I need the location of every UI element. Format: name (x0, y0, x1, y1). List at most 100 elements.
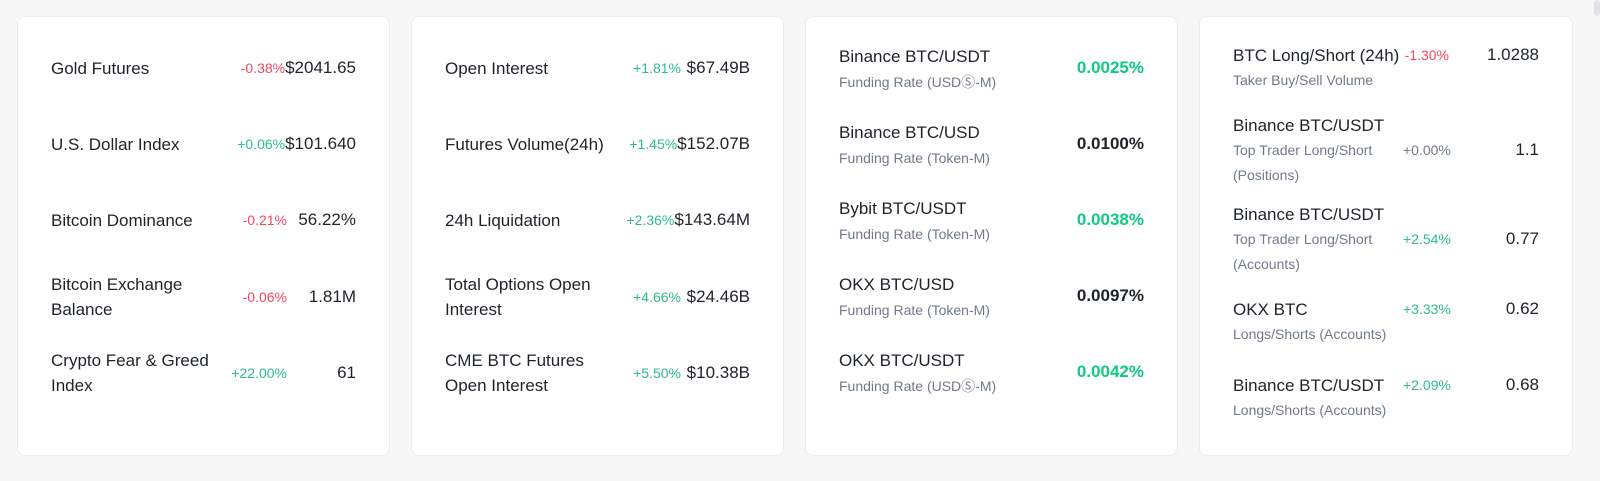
funding-pair: OKX BTC/USD (839, 274, 955, 294)
indicator-value: $101.640 (285, 134, 356, 153)
deriv-row-open-interest[interactable]: Open Interest +1.81% $67.49B (445, 54, 750, 82)
ls-change: +3.33% (1403, 301, 1451, 317)
funding-rate: 0.0042% (1076, 362, 1144, 381)
indicator-name: 24h Liquidation (445, 210, 561, 230)
funding-pair: Binance BTC/USD (839, 122, 980, 142)
funding-type: Funding Rate (Token-M) (839, 301, 990, 318)
funding-row-bybit-usdt[interactable]: Bybit BTC/USDT Funding Rate (Token-M) 0.… (839, 196, 1144, 244)
ls-subtitle: Top Trader Long/Short (Accounts) (1233, 230, 1373, 272)
ls-subtitle: Top Trader Long/Short (Positions) (1233, 141, 1373, 183)
indicator-name: Bitcoin Exchange Balance (51, 275, 183, 319)
funding-rate: 0.0100% (1076, 134, 1144, 153)
ls-row-binance-longs-shorts[interactable]: Binance BTC/USDT Longs/Shorts (Accounts)… (1233, 373, 1539, 423)
ls-title: Binance BTC/USDT (1233, 376, 1385, 395)
indicator-name: Open Interest (445, 58, 549, 78)
indicator-value: $143.64M (674, 210, 750, 229)
ls-text: Binance BTC/USDT Top Trader Long/Short (… (1233, 113, 1403, 188)
funding-text: Bybit BTC/USDT Funding Rate (Token-M) (839, 196, 1077, 245)
indicator-change: +22.00% (231, 365, 287, 381)
indicator-change: +5.50% (633, 365, 681, 381)
ls-row-binance-positions[interactable]: Binance BTC/USDT Top Trader Long/Short (… (1233, 113, 1539, 187)
ls-value: 1.1 (1515, 140, 1539, 159)
funding-row-okx-usd[interactable]: OKX BTC/USD Funding Rate (Token-M) 0.009… (839, 272, 1144, 320)
funding-type: Funding Rate (USDⓈ-M) (839, 73, 997, 90)
ls-text: Binance BTC/USDT Longs/Shorts (Accounts) (1233, 373, 1403, 423)
deriv-row-liquidation[interactable]: 24h Liquidation +2.36% $143.64M (445, 206, 750, 234)
funding-rate: 0.0038% (1076, 210, 1144, 229)
ls-change: -1.30% (1404, 47, 1449, 63)
indicator-name: Crypto Fear & Greed Index (51, 351, 209, 395)
ls-row-binance-accounts[interactable]: Binance BTC/USDT Top Trader Long/Short (… (1233, 202, 1539, 276)
funding-text: OKX BTC/USDT Funding Rate (USDⓈ-M) (839, 348, 1077, 397)
ls-value: 1.0288 (1487, 45, 1539, 64)
ls-title: Binance BTC/USDT (1233, 115, 1385, 135)
long-short-card: BTC Long/Short (24h) Taker Buy/Sell Volu… (1199, 16, 1573, 456)
ls-title: Binance BTC/USDT (1233, 204, 1385, 224)
funding-text: OKX BTC/USD Funding Rate (Token-M) (839, 272, 1077, 321)
funding-text: Binance BTC/USDT Funding Rate (USDⓈ-M) (839, 44, 1077, 93)
market-row-dxy[interactable]: U.S. Dollar Index +0.06% $101.640 (51, 130, 356, 158)
derivatives-card: Open Interest +1.81% $67.49B Futures Vol… (411, 16, 784, 456)
ls-value: 0.68 (1505, 375, 1539, 394)
indicator-name: CME BTC Futures Open Interest (445, 351, 584, 395)
ls-text: Binance BTC/USDT Top Trader Long/Short (… (1233, 202, 1403, 277)
deriv-row-options-oi[interactable]: Total Options Open Interest +4.66% $24.4… (445, 271, 750, 323)
funding-rate: 0.0097% (1076, 286, 1144, 305)
indicator-value: $24.46B (686, 287, 750, 306)
funding-text: Binance BTC/USD Funding Rate (Token-M) (839, 120, 1077, 169)
indicator-name: Total Options Open Interest (445, 275, 591, 319)
funding-row-okx-usdt[interactable]: OKX BTC/USDT Funding Rate (USDⓈ-M) 0.004… (839, 348, 1144, 396)
funding-rates-card: Binance BTC/USDT Funding Rate (USDⓈ-M) 0… (805, 16, 1178, 456)
indicator-change: -0.21% (242, 212, 287, 228)
funding-pair: Binance BTC/USDT (839, 46, 991, 66)
ls-value: 0.77 (1505, 229, 1539, 248)
indicator-value: $67.49B (686, 58, 750, 77)
indicator-name: Futures Volume(24h) (445, 134, 604, 154)
funding-row-binance-usdt[interactable]: Binance BTC/USDT Funding Rate (USDⓈ-M) 0… (839, 44, 1144, 92)
indicator-change: +1.81% (633, 60, 681, 76)
indicator-change: +4.66% (633, 289, 681, 305)
ls-subtitle: Longs/Shorts (Accounts) (1233, 402, 1387, 418)
ls-change: +2.09% (1403, 377, 1451, 393)
indicator-value: $2041.65 (285, 58, 356, 77)
funding-row-binance-usd[interactable]: Binance BTC/USD Funding Rate (Token-M) 0… (839, 120, 1144, 168)
market-row-gold[interactable]: Gold Futures -0.38% $2041.65 (51, 54, 356, 82)
indicator-change: +2.36% (626, 212, 675, 228)
indicator-change: -0.38% (240, 60, 286, 76)
indicator-change: +1.45% (629, 136, 678, 152)
indicator-value: $10.38B (686, 363, 750, 382)
funding-rate: 0.0025% (1076, 58, 1144, 77)
market-row-exchange-balance[interactable]: Bitcoin Exchange Balance -0.06% 1.81M (51, 271, 356, 323)
ls-text: OKX BTC Longs/Shorts (Accounts) (1233, 297, 1403, 347)
indicator-name: Bitcoin Dominance (51, 210, 193, 230)
ls-row-taker[interactable]: BTC Long/Short (24h) Taker Buy/Sell Volu… (1233, 43, 1539, 93)
ls-change: +0.00% (1403, 142, 1451, 158)
deriv-row-cme-oi[interactable]: CME BTC Futures Open Interest +5.50% $10… (445, 347, 750, 399)
market-row-dominance[interactable]: Bitcoin Dominance -0.21% 56.22% (51, 206, 356, 234)
funding-type: Funding Rate (Token-M) (839, 149, 990, 166)
ls-row-okx[interactable]: OKX BTC Longs/Shorts (Accounts) +3.33% 0… (1233, 297, 1539, 347)
funding-type: Funding Rate (Token-M) (839, 225, 990, 242)
ls-change: +2.54% (1403, 231, 1451, 247)
indicator-value: $152.07B (677, 134, 750, 153)
ls-subtitle: Taker Buy/Sell Volume (1233, 72, 1374, 88)
indicator-change: -0.06% (242, 289, 287, 305)
scrollbar-thumb[interactable] (1594, 0, 1600, 16)
indicator-name: U.S. Dollar Index (51, 134, 180, 154)
funding-pair: Bybit BTC/USDT (839, 198, 967, 218)
funding-pair: OKX BTC/USDT (839, 350, 965, 370)
ls-subtitle: Longs/Shorts (Accounts) (1233, 326, 1387, 342)
market-indicators-card: Gold Futures -0.38% $2041.65 U.S. Dollar… (17, 16, 390, 456)
indicator-value: 56.22% (298, 210, 356, 229)
ls-title: OKX BTC (1233, 300, 1308, 319)
indicator-name: Gold Futures (51, 58, 150, 78)
funding-type: Funding Rate (USDⓈ-M) (839, 377, 997, 394)
ls-title: BTC Long/Short (24h) (1233, 46, 1400, 65)
deriv-row-futures-volume[interactable]: Futures Volume(24h) +1.45% $152.07B (445, 130, 750, 158)
ls-text: BTC Long/Short (24h) Taker Buy/Sell Volu… (1233, 43, 1403, 93)
indicator-value: 1.81M (308, 287, 356, 306)
indicator-value: 61 (337, 363, 356, 382)
ls-value: 0.62 (1505, 299, 1539, 318)
market-row-fear-greed[interactable]: Crypto Fear & Greed Index +22.00% 61 (51, 347, 356, 399)
indicator-change: +0.06% (237, 136, 286, 152)
